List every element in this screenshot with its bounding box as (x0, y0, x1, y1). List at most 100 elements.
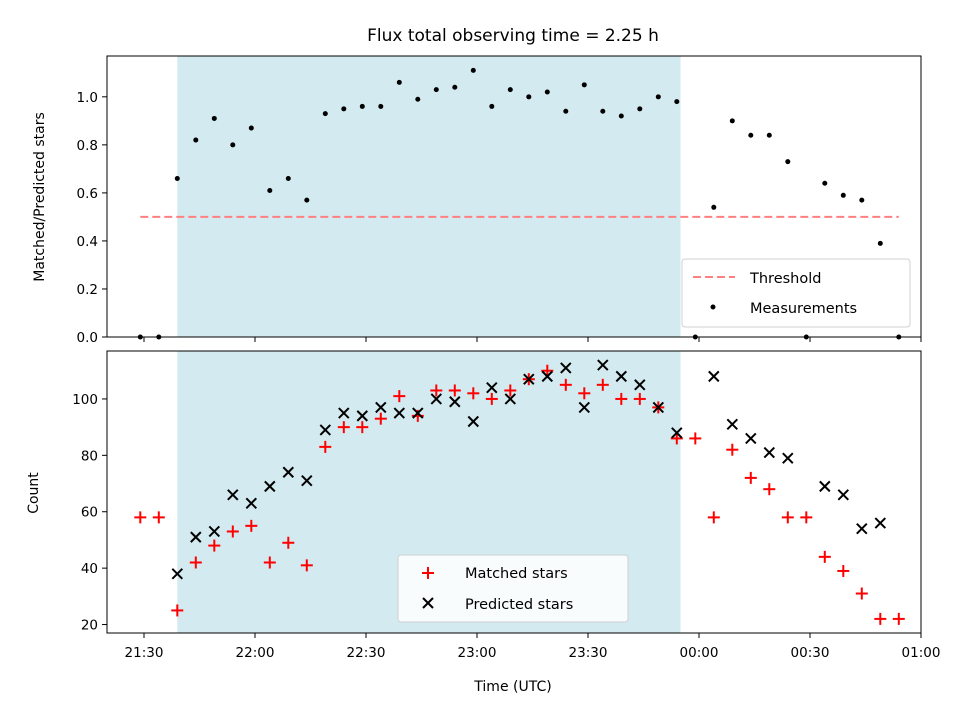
legend-predicted-swatch (422, 597, 434, 609)
top-plot-frame (106, 55, 922, 338)
measurement-point (711, 204, 717, 210)
measurement-point (396, 79, 402, 85)
measurement-point (452, 84, 458, 90)
predicted-star-point (634, 379, 646, 391)
measurement-point (840, 192, 846, 198)
top-panel: 0.0 0.2 0.4 0.6 0.8 1.0 Matched/Predicted sta… (32, 55, 922, 346)
predicted-star-point (856, 522, 868, 535)
matched-star-point (189, 556, 202, 569)
y-tick-label: 20 (81, 618, 98, 634)
legend-measurements-label: Measurements (750, 301, 857, 317)
top-y-axis: 0.0 0.2 0.4 0.6 0.8 1.0 (77, 90, 107, 346)
y-tick-label: 0.0 (77, 330, 98, 346)
matched-star-point (171, 604, 184, 617)
measurement-point (729, 118, 735, 124)
bottom-x-axis: 21:30 22:00 22:30 23:00 23:30 00:00 00:30 01:00 (125, 633, 941, 661)
predicted-star-point (208, 525, 221, 538)
y-tick-label: 0.4 (77, 234, 98, 250)
matched-star-point (800, 511, 813, 524)
predicted-star-point (301, 475, 313, 487)
matched-star-point (282, 536, 295, 549)
predicted-star-point (338, 407, 350, 419)
predicted-star-point (874, 517, 887, 529)
matched-star-point (763, 483, 776, 496)
matched-star-point (393, 390, 406, 403)
y-tick-label: 0.6 (77, 186, 98, 202)
predicted-star-point (615, 370, 628, 383)
x-tick-label: 01:00 (902, 645, 941, 661)
measurement-point (859, 197, 865, 203)
matched-star-point (559, 378, 572, 391)
measurement-point (489, 103, 495, 109)
measurement-point (378, 103, 384, 109)
matched-star-point (818, 550, 831, 563)
matched-star-point (485, 392, 498, 405)
predicted-star-point (227, 489, 239, 501)
bottom-y-axis: 20 40 60 80 100 (72, 392, 107, 634)
predicted-star-point (319, 424, 332, 436)
predicted-star-point (504, 393, 517, 405)
predicted-star-point (449, 396, 461, 408)
measurement-point (248, 125, 254, 131)
top-legend: Threshold Measurements (681, 258, 911, 328)
matched-star-point (356, 421, 369, 434)
matched-star-point (596, 378, 609, 391)
legend-matched-label: Matched stars (465, 566, 568, 582)
matched-star-point (448, 384, 461, 397)
matched-star-point (670, 432, 683, 445)
matched-star-point (855, 587, 868, 600)
legend-predicted-label: Predicted stars (465, 597, 573, 613)
matched-star-point (744, 471, 757, 484)
measurement-point (655, 94, 661, 100)
top-x-axis (143, 337, 922, 342)
measurement-point (359, 103, 365, 109)
measurement-point (193, 137, 199, 143)
matched-star-point (707, 511, 720, 524)
predicted-star-point (652, 401, 665, 414)
predicted-star-point (745, 432, 757, 445)
predicted-star-point (171, 568, 184, 580)
x-tick-label: 22:00 (236, 645, 275, 661)
measurement-point (526, 94, 532, 100)
x-tick-label: 21:30 (125, 645, 164, 661)
measurement-point (211, 115, 217, 121)
matched-star-point (874, 612, 887, 625)
predicted-star-point (819, 480, 831, 493)
measurement-point (822, 180, 828, 186)
matched-star-point (633, 392, 646, 405)
matched-star-point (467, 387, 480, 400)
top-shaded-region (177, 56, 681, 337)
matched-star-point (430, 384, 443, 397)
matched-star-point (226, 525, 239, 538)
predicted-star-point (523, 373, 535, 385)
matched-star-point (578, 387, 591, 400)
legend-threshold-label: Threshold (749, 271, 821, 287)
bottom-panel: 20 40 60 80 100 21:30 22:00 22:30 23:00 23:30 00:… (26, 350, 941, 695)
bottom-plot-frame (106, 350, 922, 634)
predicted-star-point (671, 427, 683, 439)
matched-star-point (319, 440, 332, 453)
bottom-y-axis-label: Count (26, 472, 42, 514)
y-tick-label: 40 (81, 561, 98, 577)
predicted-star-point (264, 480, 276, 493)
measurement-point (285, 175, 291, 181)
x-tick-label: 23:00 (458, 645, 497, 661)
predicted-star-point (190, 531, 202, 543)
matched-star-point (300, 559, 313, 572)
matched-star-point (245, 519, 258, 532)
matched-star-point (837, 564, 850, 577)
predicted-star-point (837, 489, 850, 501)
y-tick-label: 100 (72, 392, 98, 408)
measurement-point (341, 106, 347, 112)
bottom-legend: Matched stars Predicted stars (397, 554, 629, 623)
measurement-point (637, 106, 643, 112)
matched-star-point (726, 443, 739, 456)
predicted-star-point (597, 359, 609, 371)
measurement-point (618, 113, 624, 119)
top-y-axis-label: Matched/Predicted stars (32, 112, 48, 282)
measurement-point (544, 89, 550, 95)
measurement-point (748, 132, 754, 138)
predicted-star-point (560, 362, 572, 374)
x-tick-label: 22:30 (347, 645, 386, 661)
